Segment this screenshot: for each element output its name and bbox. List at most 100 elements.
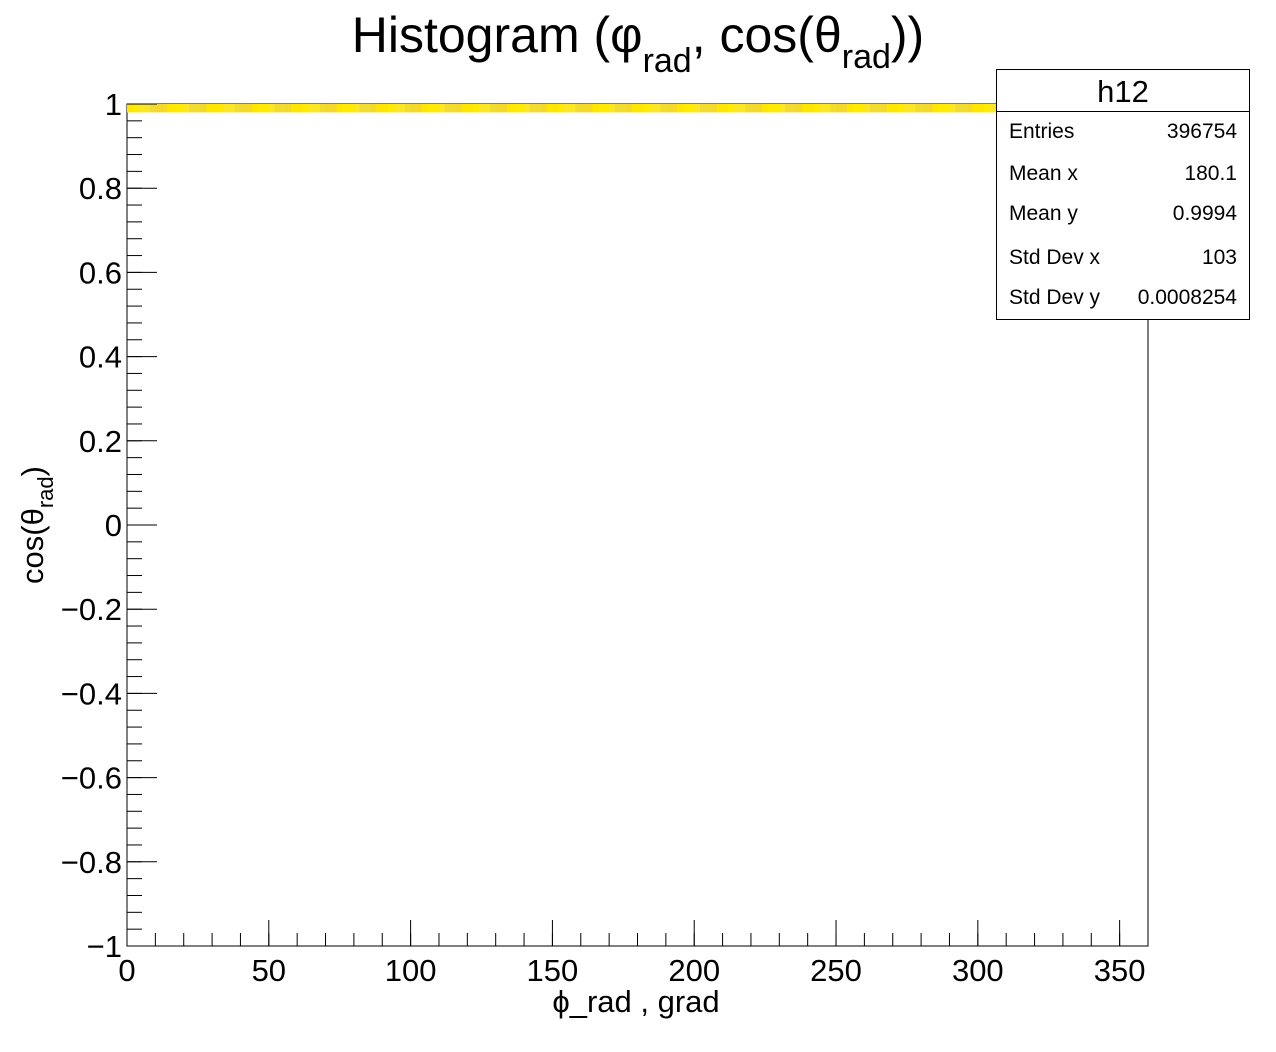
histogram-bin — [331, 104, 338, 113]
histogram-bin — [495, 104, 502, 113]
histogram-bin — [858, 104, 865, 113]
histogram-bin — [501, 104, 508, 113]
histogram-bin — [824, 104, 831, 113]
histogram-bin — [966, 104, 973, 113]
histogram-bin — [365, 104, 372, 113]
stats-row: Mean y 0.9994 — [1009, 202, 1237, 232]
histogram-bin — [801, 104, 809, 113]
histogram-bin — [518, 104, 525, 113]
histogram-bin — [779, 104, 786, 113]
histogram-bin — [353, 104, 361, 113]
histogram-bin — [178, 104, 185, 113]
histogram-bin — [592, 104, 599, 113]
histogram-bin — [915, 104, 922, 113]
x-tick-label: 200 — [668, 953, 720, 988]
histogram-bin — [268, 104, 276, 113]
histogram-bin — [938, 104, 945, 113]
histogram-bin — [756, 104, 763, 113]
histogram-bin — [387, 104, 395, 113]
histogram-bin — [234, 104, 242, 113]
histogram-bin — [575, 104, 582, 113]
histogram-bin — [677, 104, 684, 113]
histogram-bin — [535, 104, 542, 113]
histogram-bin — [586, 104, 593, 113]
histogram-bin — [892, 104, 900, 113]
histogram-bin — [127, 104, 134, 113]
histogram-bin — [722, 104, 729, 113]
histogram-bin — [297, 104, 304, 113]
histogram-bin — [637, 104, 644, 113]
histogram-bin — [149, 104, 156, 113]
histogram-bin — [484, 104, 491, 113]
histogram-bin — [762, 104, 769, 113]
histogram-bin — [932, 104, 939, 113]
histogram-bin — [280, 104, 287, 113]
histogram-bin — [614, 104, 622, 113]
histogram-bin — [887, 104, 894, 113]
stats-label: Std Dev x — [1009, 246, 1101, 269]
histogram-bin — [200, 104, 208, 113]
x-tick-label: 150 — [527, 953, 579, 988]
histogram-bin — [671, 104, 678, 113]
histogram-bin — [455, 104, 463, 113]
histogram-bin — [342, 104, 349, 113]
histogram-bin — [161, 104, 168, 113]
histogram-bin — [155, 104, 162, 113]
histogram-bin — [688, 104, 695, 113]
histogram-bin — [257, 104, 264, 113]
histogram-bin — [705, 104, 712, 113]
histogram-bin — [541, 104, 548, 113]
y-tick-label: −0.2 — [61, 592, 122, 627]
stats-label: Entries — [1009, 120, 1075, 143]
histogram-bin — [745, 104, 752, 113]
histogram-bin — [359, 104, 366, 113]
y-tick-label: 0.2 — [79, 424, 122, 459]
histogram-bin — [847, 104, 854, 113]
histogram-bin — [733, 104, 741, 113]
x-tick-label: 100 — [385, 953, 437, 988]
histogram-bin — [325, 104, 332, 113]
histogram-bin — [144, 104, 151, 113]
histogram-bin — [716, 104, 724, 113]
histogram-bin — [217, 104, 225, 113]
histogram-bin — [251, 104, 259, 113]
histogram-bin — [926, 104, 934, 113]
histogram-bin — [370, 104, 378, 113]
histogram-bin — [416, 104, 423, 113]
y-tick-label: 0.6 — [79, 255, 122, 290]
stats-value: 180.1 — [1184, 162, 1237, 185]
histogram-bin — [654, 104, 661, 113]
stats-value: 103 — [1201, 246, 1237, 269]
histogram-bin — [569, 104, 576, 113]
y-tick-label: 0.4 — [79, 340, 122, 375]
y-tick-label: −1 — [87, 929, 122, 964]
histogram-bin — [739, 104, 746, 113]
stats-title: h12 — [997, 70, 1249, 112]
histogram-bin — [750, 104, 758, 113]
histogram-bin — [597, 104, 605, 113]
stats-label: Mean x — [1009, 162, 1078, 185]
histogram-bin — [291, 104, 298, 113]
histogram-bin — [546, 104, 554, 113]
histogram-bin — [626, 104, 633, 113]
histogram-bin — [603, 104, 610, 113]
y-tick-label: −0.8 — [61, 845, 122, 880]
histogram-bin — [444, 104, 451, 113]
histogram-bin — [853, 104, 860, 113]
histogram-bin — [399, 104, 406, 113]
histogram-bin — [410, 104, 417, 113]
histogram-bin — [529, 104, 536, 113]
histogram-bin — [376, 104, 383, 113]
histogram-bin — [620, 104, 627, 113]
histogram-bin — [909, 104, 917, 113]
histogram-bin — [138, 104, 145, 113]
histogram-bin — [189, 104, 196, 113]
histogram-bin — [660, 104, 667, 113]
histogram-bin — [348, 104, 355, 113]
histogram-bin — [427, 104, 434, 113]
histogram-bin — [467, 104, 474, 113]
histogram-bin — [512, 104, 519, 113]
x-tick-label: 350 — [1094, 953, 1146, 988]
histogram-bin — [132, 104, 139, 113]
histogram-bin — [183, 104, 190, 113]
